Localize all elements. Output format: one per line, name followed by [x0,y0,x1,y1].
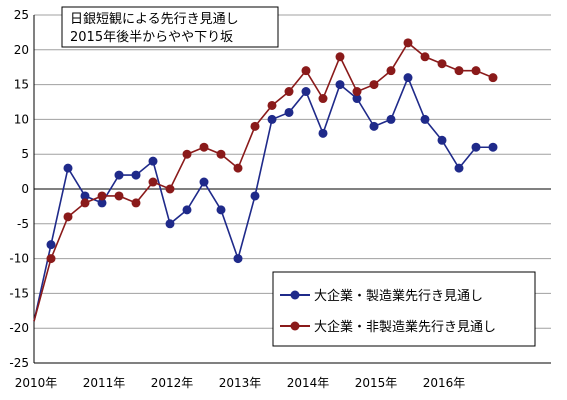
data-point-series-1 [148,177,158,187]
y-tick-label: 10 [14,112,29,126]
y-tick-label: -5 [17,217,29,231]
data-point-series-0 [216,205,226,215]
data-point-series-1 [403,38,413,48]
y-axis-tick-labels: 25 20 15 10 5 0 -5 -10 -15 -20 -25 [9,8,29,370]
data-point-series-0 [437,135,447,145]
legend-label-manufacturing: 大企業・製造業先行き見通し [314,288,483,304]
y-tick-label: 15 [14,78,29,92]
chart-title-line-2: 2015年後半からやや下り坂 [70,30,233,45]
legend-marker-manufacturing [290,290,300,300]
data-point-series-0 [386,114,396,124]
data-point-series-0 [335,80,345,90]
data-point-series-0 [131,170,141,180]
data-point-series-0 [250,191,260,201]
chart-title-box: 日銀短観による先行き見通し 2015年後半からやや下り坂 [61,6,279,48]
y-tick-label: 25 [14,8,29,22]
data-point-series-1 [233,163,243,173]
data-point-series-0 [420,114,430,124]
data-point-series-0 [284,107,294,117]
y-tick-label: -10 [9,252,29,266]
data-point-series-0 [301,87,311,97]
data-point-series-1 [199,142,209,152]
data-point-series-0 [63,163,73,173]
data-point-series-0 [182,205,192,215]
data-point-series-1 [182,149,192,159]
data-point-series-1 [386,66,396,76]
y-tick-label: 5 [21,147,29,161]
legend: 大企業・製造業先行き見通し 大企業・非製造業先行き見通し [272,271,536,347]
x-tick-label: 2010年 [15,376,58,390]
data-point-series-1 [114,191,124,201]
data-point-series-1 [335,52,345,62]
x-tick-label: 2011年 [83,376,126,390]
x-tick-label: 2014年 [287,376,330,390]
data-point-series-1 [352,87,362,97]
x-tick-label: 2016年 [423,376,466,390]
data-point-series-0 [471,142,481,152]
x-tick-label: 2015年 [355,376,398,390]
y-tick-label: -25 [9,356,29,370]
data-point-series-1 [437,59,447,69]
data-point-series-1 [216,149,226,159]
data-point-series-1 [165,184,175,194]
data-point-series-0 [488,142,498,152]
chart-title-line-1: 日銀短観による先行き見通し [70,12,239,27]
data-point-series-0 [454,163,464,173]
y-tick-label: -15 [9,286,29,300]
x-tick-label: 2012年 [151,376,194,390]
axes [33,15,551,364]
data-point-series-1 [471,66,481,76]
data-point-series-0 [199,177,209,187]
data-point-series-0 [318,128,328,138]
data-point-series-0 [233,254,243,264]
data-point-series-1 [301,66,311,76]
series-layer [33,38,498,322]
x-axis-tick-labels: 2010年 2011年 2012年 2013年 2014年 2015年 2016年 [15,376,466,390]
data-point-series-1 [267,100,277,110]
data-point-series-1 [369,80,379,90]
data-point-series-1 [488,73,498,83]
series-line-0 [33,75,493,322]
data-point-series-1 [131,198,141,208]
data-point-series-0 [369,121,379,131]
data-point-series-0 [165,219,175,229]
legend-label-nonmanufacturing: 大企業・非製造業先行き見通し [314,319,496,335]
data-point-series-0 [114,170,124,180]
data-point-series-1 [420,52,430,62]
x-tick-label: 2013年 [219,376,262,390]
series-line-1 [33,41,494,322]
data-point-series-0 [352,94,362,104]
data-point-series-0 [403,73,413,83]
data-point-series-1 [284,87,294,97]
y-tick-label: 20 [14,43,29,57]
data-point-series-1 [46,254,56,264]
data-point-series-1 [454,66,464,76]
data-point-series-1 [63,212,73,222]
data-point-series-1 [97,191,107,201]
data-point-series-0 [46,240,56,250]
data-point-series-0 [97,198,107,208]
data-point-series-1 [250,121,260,131]
y-tick-label: -20 [9,321,29,335]
data-point-series-1 [318,94,328,104]
data-point-series-1 [80,198,90,208]
data-point-series-0 [148,156,158,166]
data-point-series-0 [267,114,277,124]
legend-marker-nonmanufacturing [290,321,300,331]
y-tick-label: 0 [21,182,29,196]
data-point-series-0 [80,191,90,201]
